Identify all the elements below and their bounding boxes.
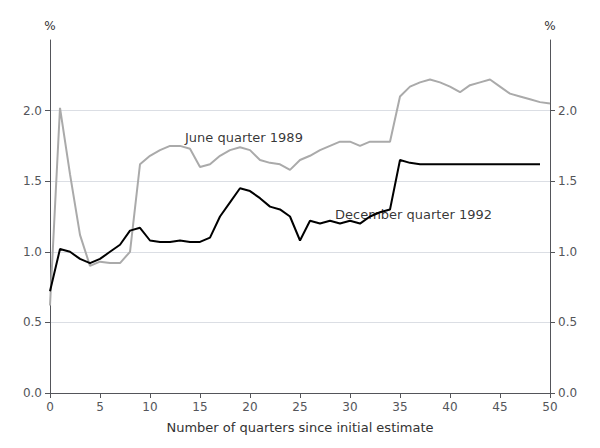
svg-text:December quarter 1992: December quarter 1992 [335, 207, 492, 222]
svg-text:1.5: 1.5 [23, 174, 42, 188]
svg-text:1.0: 1.0 [558, 245, 577, 259]
svg-text:0.0: 0.0 [558, 386, 577, 400]
svg-text:50: 50 [542, 400, 557, 414]
svg-text:35: 35 [392, 400, 407, 414]
svg-text:1.5: 1.5 [558, 174, 577, 188]
svg-text:10: 10 [142, 400, 157, 414]
svg-text:0: 0 [46, 400, 54, 414]
svg-text:%: % [44, 19, 55, 33]
svg-text:15: 15 [192, 400, 207, 414]
svg-text:30: 30 [342, 400, 357, 414]
svg-text:20: 20 [242, 400, 257, 414]
svg-text:0.5: 0.5 [558, 315, 577, 329]
svg-text:Number of quarters since initi: Number of quarters since initial estimat… [166, 420, 433, 435]
svg-text:2.0: 2.0 [23, 104, 42, 118]
svg-text:0.5: 0.5 [23, 315, 42, 329]
svg-text:June quarter 1989: June quarter 1989 [184, 130, 303, 145]
svg-text:1.0: 1.0 [23, 245, 42, 259]
svg-text:0.0: 0.0 [23, 386, 42, 400]
svg-text:2.0: 2.0 [558, 104, 577, 118]
svg-text:5: 5 [96, 400, 104, 414]
svg-text:%: % [544, 19, 555, 33]
svg-text:25: 25 [292, 400, 307, 414]
svg-text:40: 40 [442, 400, 457, 414]
svg-text:45: 45 [492, 400, 507, 414]
